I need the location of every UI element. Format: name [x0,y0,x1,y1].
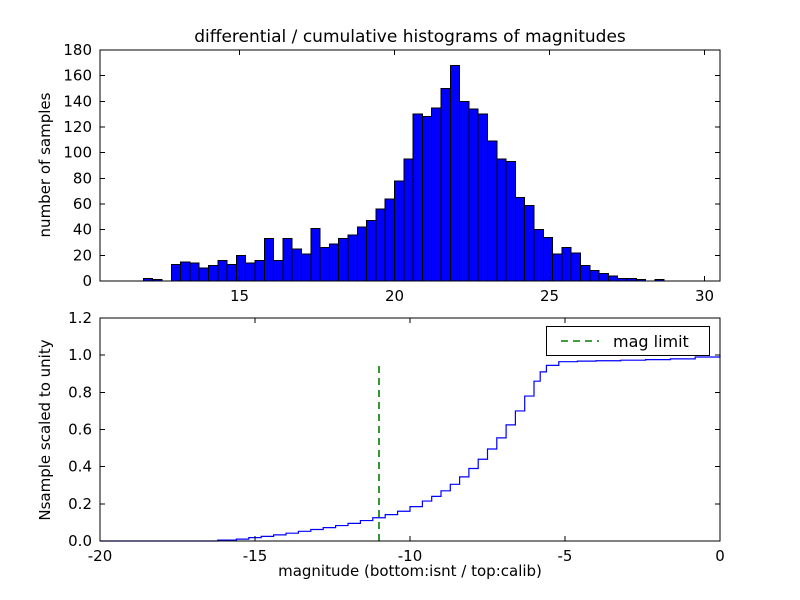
svg-text:1.2: 1.2 [68,309,92,327]
svg-text:180: 180 [63,41,92,59]
svg-text:-15: -15 [243,547,268,565]
bottom-xlabel: magnitude (bottom:isnt / top:calib) [278,562,542,580]
svg-text:80: 80 [73,169,92,187]
svg-text:20: 20 [385,287,404,305]
svg-text:0: 0 [82,272,92,290]
svg-text:0.6: 0.6 [68,421,92,439]
svg-text:0.8: 0.8 [68,383,92,401]
svg-text:25: 25 [540,287,559,305]
svg-text:15: 15 [230,287,249,305]
svg-text:30: 30 [695,287,714,305]
mag-limit-dashed-line-icon [561,340,599,342]
top-ylabel: number of samples [36,92,54,238]
svg-text:0.0: 0.0 [68,532,92,550]
svg-text:0.4: 0.4 [68,458,92,476]
svg-text:160: 160 [63,67,92,85]
legend-box: mag limit [546,326,710,356]
svg-text:0.2: 0.2 [68,495,92,513]
svg-text:120: 120 [63,118,92,136]
svg-text:1.0: 1.0 [68,346,92,364]
svg-text:140: 140 [63,92,92,110]
svg-text:0: 0 [715,547,725,565]
svg-text:40: 40 [73,221,92,239]
svg-text:60: 60 [73,195,92,213]
chart-title: differential / cumulative histograms of … [194,27,626,47]
svg-text:20: 20 [73,246,92,264]
svg-text:-20: -20 [88,547,113,565]
svg-text:-10: -10 [398,547,423,565]
svg-text:-5: -5 [558,547,573,565]
legend-label: mag limit [613,331,689,351]
svg-text:100: 100 [63,144,92,162]
bottom-ylabel: Nsample scaled to unity [36,339,54,521]
